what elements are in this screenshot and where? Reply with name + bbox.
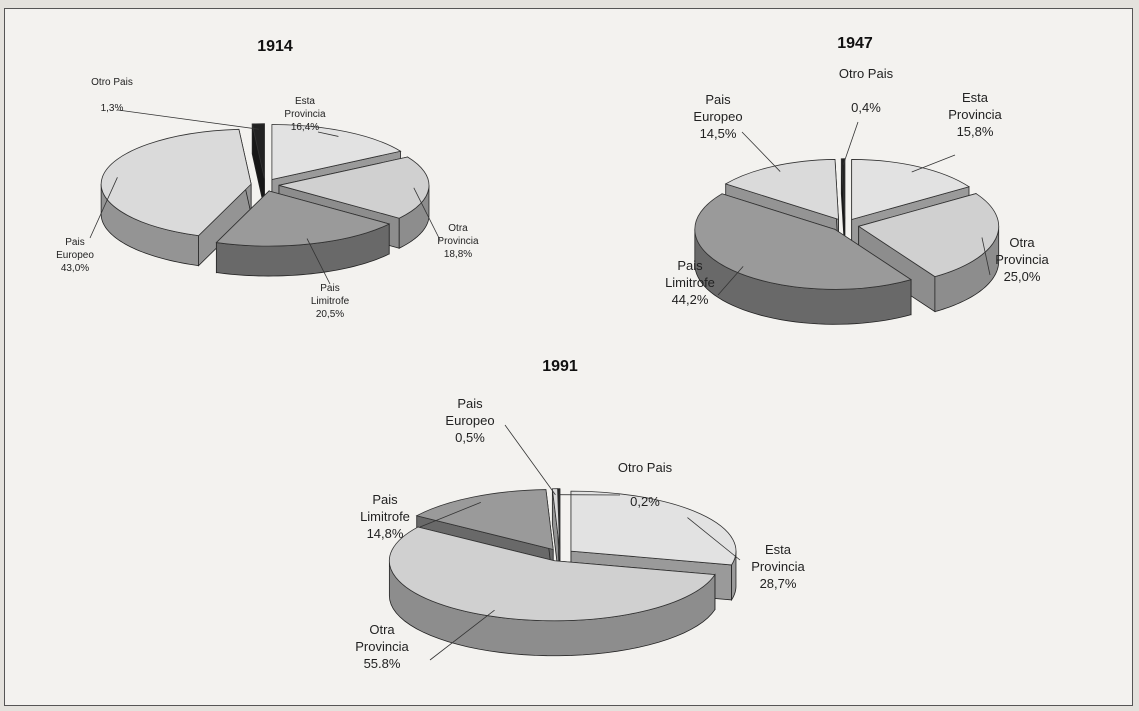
slice-label: Otro Pais <box>838 66 894 81</box>
chart-title: 1991 <box>542 358 578 375</box>
pie-slice <box>840 158 846 254</box>
leader-line <box>306 238 331 285</box>
slice-value: 0,5% <box>455 429 485 445</box>
slice-label: Otra Provincia <box>355 622 409 654</box>
slice-value: 25,0% <box>1003 268 1041 284</box>
slice-label: Pais Europeo <box>693 92 743 124</box>
slice-label: Otro Pais <box>617 460 673 475</box>
slice-label: Esta Provincia <box>284 96 326 120</box>
slice-value: 0,4% <box>851 99 881 115</box>
slice-top <box>278 156 430 219</box>
chart-title: 1914 <box>257 38 293 55</box>
slice-value: 43,0% <box>60 263 90 274</box>
pie-slice <box>251 123 265 209</box>
slice-label: Otro Pais <box>91 77 133 88</box>
slice-value: 16,4% <box>290 122 320 133</box>
chart-title: 1947 <box>837 35 873 52</box>
slice-value: 0,2% <box>630 493 660 509</box>
slice-value: 15,8% <box>956 123 994 139</box>
pie-slice <box>388 526 716 657</box>
slice-label: Otra Provincia <box>995 235 1049 267</box>
slice-value: 55.8% <box>363 655 401 671</box>
leader-line <box>687 517 741 561</box>
slice-top <box>100 128 252 237</box>
slice-value: 18,8% <box>443 249 473 260</box>
leader-line <box>317 131 339 137</box>
leader-line <box>89 177 118 239</box>
leader-line <box>981 237 991 276</box>
leader-line <box>842 121 859 165</box>
slice-label: Esta Provincia <box>751 542 805 574</box>
pie-slice <box>857 193 1000 313</box>
slice-value: 28,7% <box>759 575 797 591</box>
leader-line <box>504 424 556 495</box>
slice-top <box>215 190 391 247</box>
slice-top <box>415 489 554 551</box>
pie-slice <box>551 488 561 584</box>
slice-top <box>840 158 846 219</box>
slice-top <box>570 490 737 566</box>
slice-top <box>271 124 402 181</box>
leader-line <box>413 187 441 241</box>
leader-line <box>117 109 259 130</box>
leader-line <box>429 609 495 661</box>
slice-value: 14,5% <box>699 125 737 141</box>
leader-line <box>717 266 744 296</box>
slice-value: 14,8% <box>366 525 404 541</box>
slice-label: Esta Provincia <box>948 90 1002 122</box>
leader-line <box>419 501 481 528</box>
slice-value: 20,5% <box>315 309 345 320</box>
slice-value: 1,3% <box>100 103 124 114</box>
slice-top <box>251 123 265 179</box>
leader-line <box>911 154 956 173</box>
leader-line <box>741 131 781 172</box>
slice-top <box>694 193 912 290</box>
slice-label: Otra Provincia <box>437 223 479 247</box>
slice-top <box>551 488 561 549</box>
pie-slice <box>100 128 252 267</box>
slice-label: Pais Europeo <box>445 396 495 428</box>
slice-top <box>724 159 839 220</box>
slice-label: Pais Limitrofe <box>360 492 410 524</box>
slice-label: Pais Limitrofe <box>665 258 715 290</box>
slice-value: 44,2% <box>671 291 709 307</box>
pie-slice <box>694 193 912 325</box>
slice-label: Pais Limitrofe <box>310 283 350 307</box>
slice-top <box>857 193 1000 278</box>
pie-slice <box>215 190 391 277</box>
slice-top <box>851 159 970 220</box>
slice-label: Pais Europeo <box>56 237 94 261</box>
